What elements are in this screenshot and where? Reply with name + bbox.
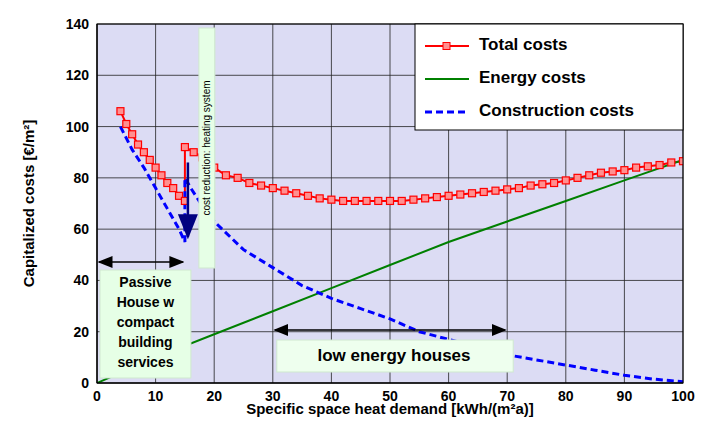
svg-text:low energy houses: low energy houses: [317, 346, 470, 365]
svg-text:0: 0: [93, 388, 101, 404]
svg-text:100: 100: [66, 119, 90, 135]
svg-text:40: 40: [324, 388, 340, 404]
svg-text:20: 20: [73, 324, 89, 340]
svg-text:20: 20: [206, 388, 222, 404]
html-text:Passive House w compact buildi: Passive House w compact building service…: [116, 274, 175, 370]
svg-text:60: 60: [441, 388, 457, 404]
svg-text:120: 120: [66, 67, 90, 83]
svg-text:80: 80: [73, 170, 89, 186]
svg-text:0: 0: [81, 375, 89, 391]
svg-text:Construction costs: Construction costs: [479, 101, 634, 120]
svg-text:60: 60: [73, 221, 89, 237]
svg-text:40: 40: [73, 272, 89, 288]
svg-text:50: 50: [382, 388, 398, 404]
svg-text:100: 100: [671, 388, 695, 404]
svg-text:90: 90: [617, 388, 633, 404]
svg-text:Capitalized costs [€/m²]: Capitalized costs [€/m²]: [20, 120, 37, 288]
svg-text:cost reduction: heating system: cost reduction: heating system: [201, 80, 212, 215]
svg-text:30: 30: [265, 388, 281, 404]
svg-text:70: 70: [499, 388, 515, 404]
svg-text:10: 10: [148, 388, 164, 404]
svg-text:140: 140: [66, 16, 90, 32]
svg-text:Energy costs: Energy costs: [479, 68, 586, 87]
svg-text:Specific space heat demand [kW: Specific space heat demand [kWh/(m²a)]: [246, 400, 534, 417]
svg-text:80: 80: [558, 388, 574, 404]
svg-text:Total costs: Total costs: [479, 35, 567, 54]
